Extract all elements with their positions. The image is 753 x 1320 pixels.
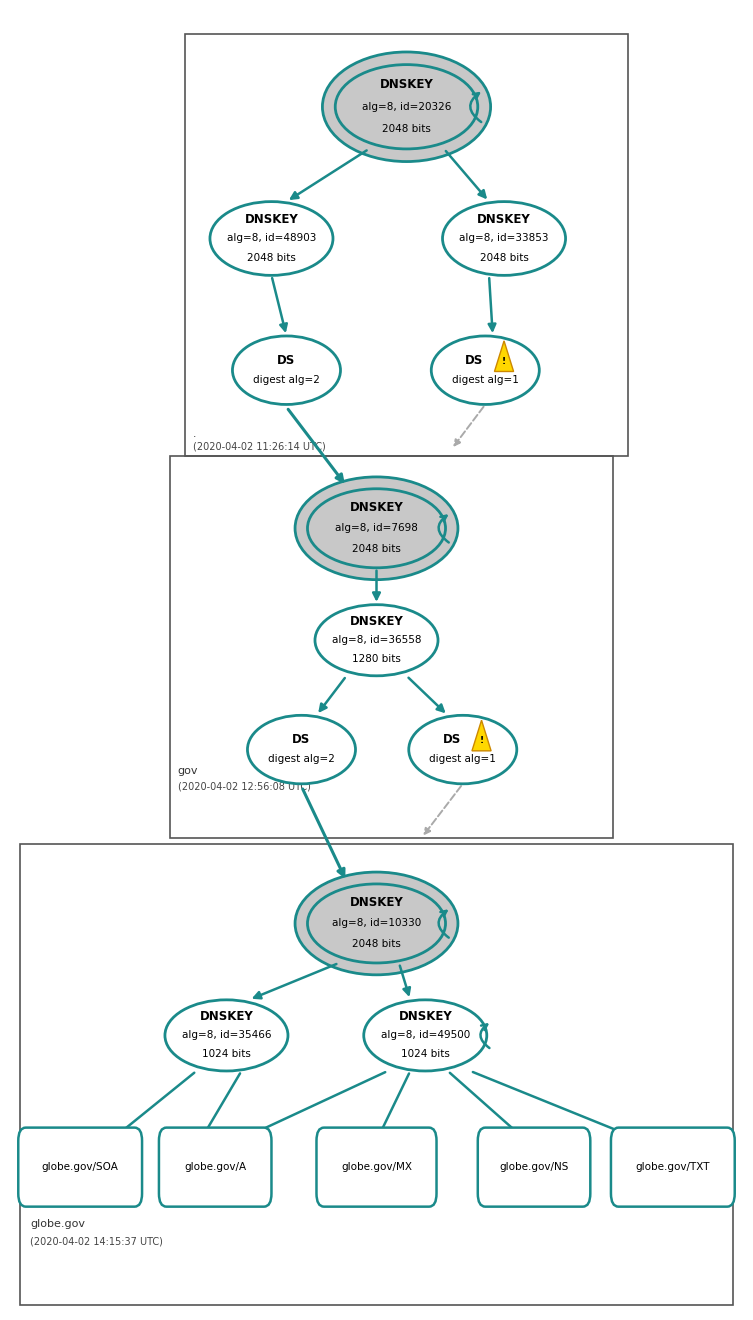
Text: 2048 bits: 2048 bits [352, 939, 401, 949]
Text: globe.gov/MX: globe.gov/MX [341, 1162, 412, 1172]
Text: digest alg=1: digest alg=1 [429, 754, 496, 764]
Text: !: ! [502, 358, 506, 366]
Text: 1024 bits: 1024 bits [401, 1049, 450, 1059]
Text: digest alg=2: digest alg=2 [268, 754, 335, 764]
Text: DNSKEY: DNSKEY [349, 502, 404, 515]
FancyBboxPatch shape [159, 1127, 272, 1206]
Text: alg=8, id=20326: alg=8, id=20326 [362, 102, 451, 112]
Ellipse shape [431, 337, 539, 404]
Text: DNSKEY: DNSKEY [380, 78, 434, 91]
Text: 2048 bits: 2048 bits [480, 252, 529, 263]
Polygon shape [472, 721, 491, 751]
Ellipse shape [409, 715, 517, 784]
Text: globe.gov/A: globe.gov/A [184, 1162, 246, 1172]
Text: DNSKEY: DNSKEY [398, 1010, 452, 1023]
FancyBboxPatch shape [316, 1127, 437, 1206]
Text: 2048 bits: 2048 bits [247, 252, 296, 263]
Text: gov: gov [178, 766, 198, 776]
Text: DNSKEY: DNSKEY [245, 213, 298, 226]
Text: DS: DS [277, 354, 296, 367]
FancyBboxPatch shape [478, 1127, 590, 1206]
Ellipse shape [307, 884, 446, 964]
Bar [20, 845, 733, 1305]
Polygon shape [495, 341, 514, 371]
Text: alg=8, id=33853: alg=8, id=33853 [459, 234, 549, 243]
Ellipse shape [165, 999, 288, 1071]
Ellipse shape [295, 873, 458, 974]
Text: DS: DS [465, 354, 483, 367]
Text: digest alg=1: digest alg=1 [452, 375, 519, 385]
Ellipse shape [364, 999, 486, 1071]
FancyBboxPatch shape [611, 1127, 735, 1206]
Ellipse shape [307, 488, 446, 568]
Text: DNSKEY: DNSKEY [349, 615, 404, 628]
Text: (2020-04-02 11:26:14 UTC): (2020-04-02 11:26:14 UTC) [193, 442, 325, 451]
Text: 2048 bits: 2048 bits [352, 544, 401, 554]
Ellipse shape [335, 65, 478, 149]
Text: 1280 bits: 1280 bits [352, 653, 401, 664]
Text: alg=8, id=49500: alg=8, id=49500 [380, 1031, 470, 1040]
Text: alg=8, id=10330: alg=8, id=10330 [332, 919, 421, 928]
Bar [185, 34, 628, 455]
Text: (2020-04-02 12:56:08 UTC): (2020-04-02 12:56:08 UTC) [178, 781, 310, 792]
Text: globe.gov: globe.gov [30, 1220, 85, 1229]
Bar [170, 455, 613, 838]
Text: !: ! [480, 737, 483, 746]
Text: DS: DS [292, 734, 310, 747]
Text: DNSKEY: DNSKEY [477, 213, 531, 226]
Text: globe.gov/TXT: globe.gov/TXT [636, 1162, 710, 1172]
Ellipse shape [295, 477, 458, 579]
Ellipse shape [210, 202, 333, 276]
Text: alg=8, id=7698: alg=8, id=7698 [335, 523, 418, 533]
Text: DNSKEY: DNSKEY [200, 1010, 253, 1023]
Ellipse shape [322, 51, 491, 161]
Text: alg=8, id=35466: alg=8, id=35466 [181, 1031, 271, 1040]
Text: globe.gov/SOA: globe.gov/SOA [41, 1162, 119, 1172]
Ellipse shape [248, 715, 355, 784]
Text: alg=8, id=36558: alg=8, id=36558 [332, 635, 421, 645]
Text: .: . [193, 429, 196, 438]
Text: DS: DS [443, 734, 461, 747]
Text: alg=8, id=48903: alg=8, id=48903 [227, 234, 316, 243]
Text: (2020-04-02 14:15:37 UTC): (2020-04-02 14:15:37 UTC) [30, 1236, 163, 1246]
Ellipse shape [233, 337, 340, 404]
Text: 1024 bits: 1024 bits [202, 1049, 251, 1059]
Text: 2048 bits: 2048 bits [382, 124, 431, 133]
Ellipse shape [443, 202, 566, 276]
Text: digest alg=2: digest alg=2 [253, 375, 320, 385]
Text: DNSKEY: DNSKEY [349, 896, 404, 909]
Ellipse shape [315, 605, 438, 676]
FancyBboxPatch shape [18, 1127, 142, 1206]
Text: globe.gov/NS: globe.gov/NS [499, 1162, 569, 1172]
